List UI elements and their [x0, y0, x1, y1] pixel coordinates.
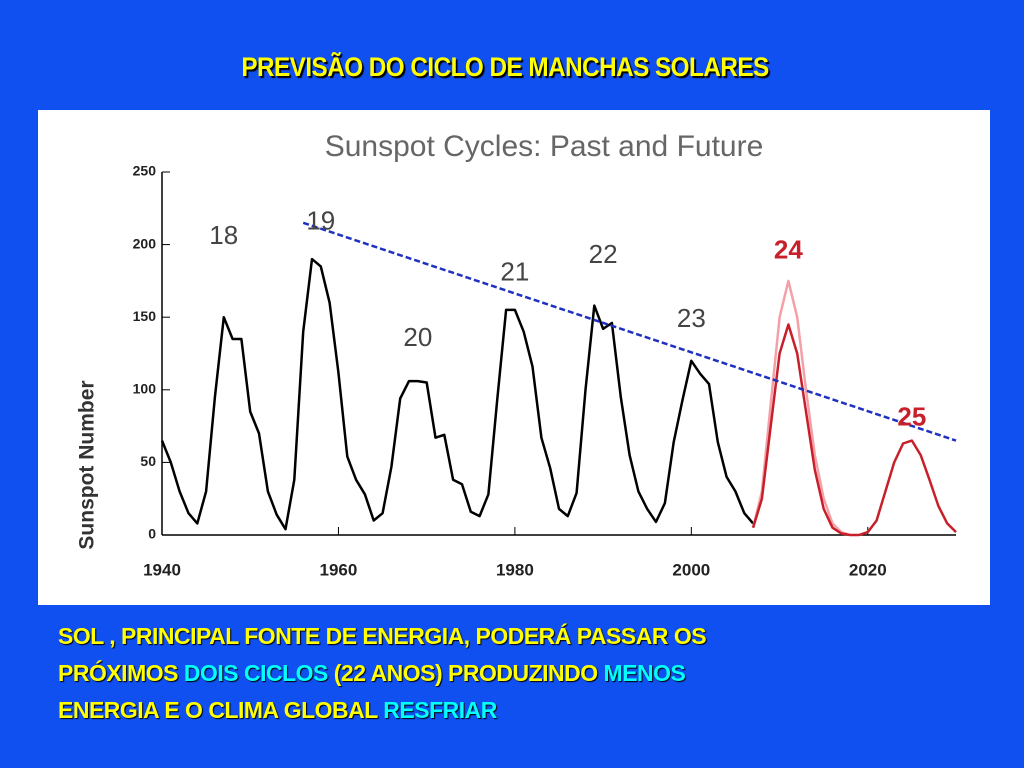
data-line: [751, 323, 957, 537]
y-tick-label: 100: [133, 381, 157, 397]
x-tick-label: 1980: [496, 560, 534, 579]
cycle-label: 20: [403, 322, 432, 352]
caption-line: PRÓXIMOS DOIS CICLOS (22 ANOS) PRODUZIND…: [58, 655, 706, 692]
cycle-label: 24: [774, 235, 803, 265]
caption-text: (22 ANOS) PRODUZINDO: [327, 660, 604, 686]
cycle-label: 18: [209, 220, 238, 250]
caption: SOL , PRINCIPAL FONTE DE ENERGIA, PODERÁ…: [58, 618, 707, 729]
data-line: [160, 257, 755, 531]
cycle-label: 21: [500, 257, 529, 287]
data-line: [751, 279, 851, 537]
caption-text: PRÓXIMOS: [58, 660, 184, 686]
y-tick-label: 250: [133, 163, 157, 179]
cycle-label: 22: [589, 239, 618, 269]
slide-title: PREVISÃO DO CICLO DE MANCHAS SOLARES: [241, 52, 769, 82]
x-tick-label: 1940: [143, 560, 181, 579]
y-tick-label: 150: [133, 308, 157, 324]
y-tick-label: 0: [148, 526, 156, 542]
cycle-label: 25: [897, 402, 926, 432]
caption-text: DOIS CICLOS: [183, 660, 329, 686]
trend-line: [302, 221, 957, 442]
caption-text: RESFRIAR: [383, 697, 497, 723]
cycle-label: 19: [306, 206, 335, 236]
caption-line: ENERGIA E O CLIMA GLOBAL RESFRIAR: [58, 692, 706, 729]
chart-title: Sunspot Cycles: Past and Future: [325, 130, 764, 163]
y-tick-label: 200: [133, 235, 157, 251]
y-tick-label: 50: [140, 453, 156, 469]
chart: Sunspot Cycles: Past and Future Sunspot …: [38, 110, 990, 605]
caption-text: SOL , PRINCIPAL FONTE DE ENERGIA, PODERÁ…: [58, 623, 707, 649]
x-tick-label: 2000: [672, 560, 710, 579]
chart-background: [38, 110, 990, 605]
cycle-label: 23: [677, 303, 706, 333]
caption-text: ENERGIA E O CLIMA GLOBAL: [58, 697, 384, 723]
y-axis-label: Sunspot Number: [76, 380, 99, 549]
caption-line: SOL , PRINCIPAL FONTE DE ENERGIA, PODERÁ…: [58, 618, 707, 655]
x-tick-label: 1960: [320, 560, 358, 579]
caption-text: MENOS: [603, 660, 686, 686]
x-tick-label: 2020: [849, 560, 887, 579]
